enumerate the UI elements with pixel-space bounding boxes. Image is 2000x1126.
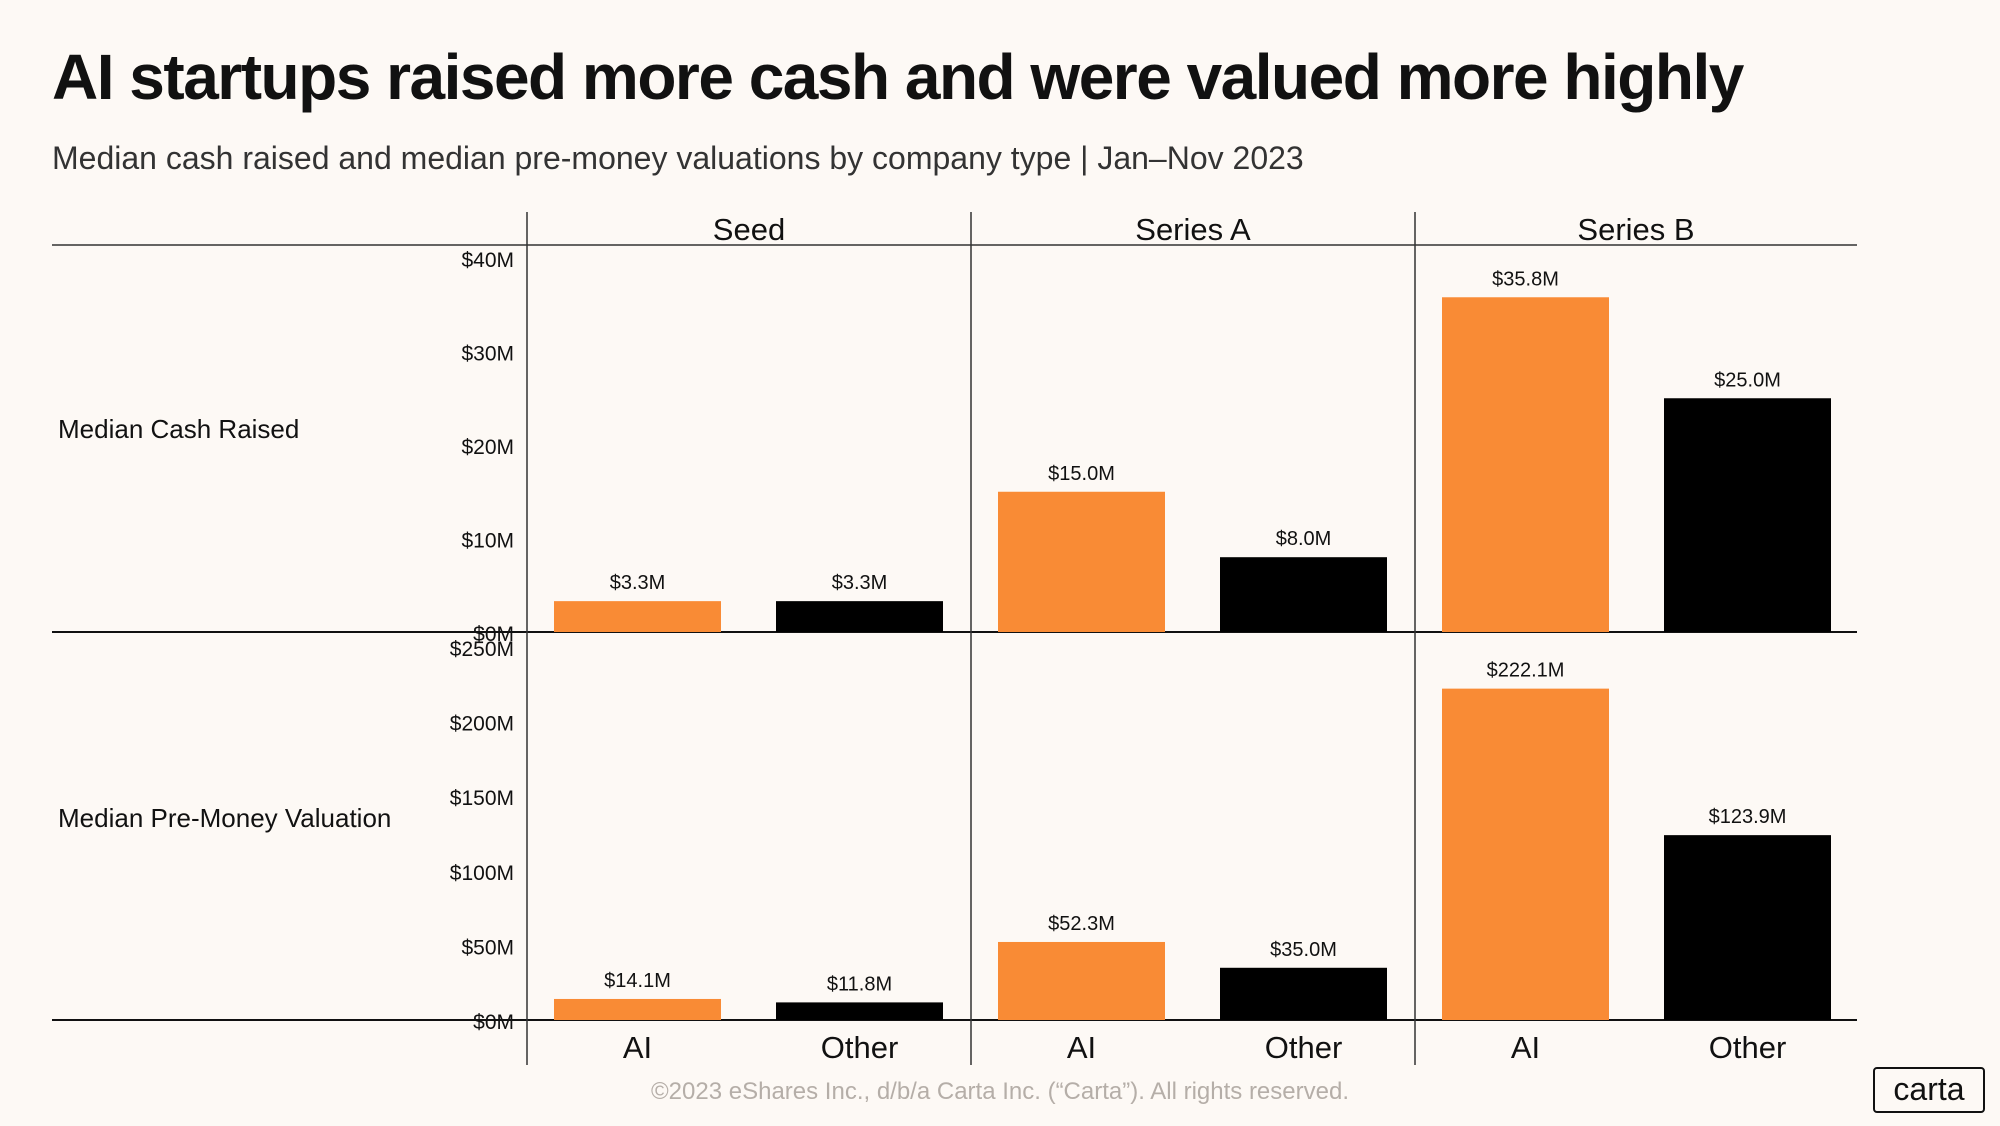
bar-other — [1664, 398, 1831, 632]
y-tick-label: $20M — [461, 436, 514, 459]
data-label: $11.8M — [827, 973, 892, 995]
data-label: $8.0M — [1276, 528, 1332, 550]
copyright-footer: ©2023 eShares Inc., d/b/a Carta Inc. (“C… — [651, 1078, 1349, 1105]
data-label: $15.0M — [1048, 463, 1115, 485]
chart-title: AI startups raised more cash and were va… — [52, 41, 1744, 113]
category-label-ai: AI — [1067, 1030, 1096, 1065]
bar-other — [1664, 835, 1831, 1020]
stage-header-series-a: Series A — [1135, 212, 1251, 247]
category-label-other: Other — [821, 1030, 899, 1065]
data-label: $35.0M — [1270, 939, 1337, 961]
y-tick-label: $200M — [450, 713, 514, 736]
bar-other — [776, 1002, 943, 1020]
bar-ai — [998, 491, 1165, 632]
y-tick-label: $250M — [450, 638, 514, 661]
category-label-other: Other — [1709, 1030, 1787, 1065]
bar-other — [1220, 557, 1387, 632]
row-label: Median Pre-Money Valuation — [58, 803, 391, 833]
bar-ai — [1442, 688, 1609, 1020]
bar-ai — [1442, 297, 1609, 632]
bar-other — [1220, 967, 1387, 1020]
stage-header-series-b: Series B — [1577, 212, 1694, 247]
row-label: Median Cash Raised — [58, 414, 299, 444]
category-label-ai: AI — [623, 1030, 652, 1065]
data-label: $3.3M — [610, 572, 666, 594]
chart-subtitle: Median cash raised and median pre-money … — [52, 140, 1304, 176]
bar-ai — [554, 601, 721, 632]
bar-other — [776, 601, 943, 632]
carta-logo: carta — [1873, 1067, 1985, 1113]
y-tick-label: $150M — [450, 787, 514, 810]
category-label-ai: AI — [1511, 1030, 1540, 1065]
y-tick-label: $40M — [461, 249, 514, 272]
y-tick-label: $0M — [473, 623, 514, 646]
stage-header-seed: Seed — [713, 212, 785, 247]
y-tick-label: $50M — [461, 936, 514, 959]
data-label: $14.1M — [604, 970, 671, 992]
y-tick-label: $0M — [473, 1011, 514, 1034]
y-tick-label: $100M — [450, 862, 514, 885]
bar-ai — [554, 998, 721, 1020]
data-label: $35.8M — [1492, 268, 1559, 290]
data-label: $222.1M — [1487, 660, 1565, 682]
category-label-other: Other — [1265, 1030, 1343, 1065]
data-label: $52.3M — [1048, 913, 1115, 935]
y-tick-label: $10M — [461, 530, 514, 553]
data-label: $25.0M — [1714, 369, 1781, 391]
bar-ai — [998, 941, 1165, 1020]
data-label: $123.9M — [1709, 806, 1787, 828]
data-label: $3.3M — [832, 572, 888, 594]
y-tick-label: $30M — [461, 343, 514, 366]
